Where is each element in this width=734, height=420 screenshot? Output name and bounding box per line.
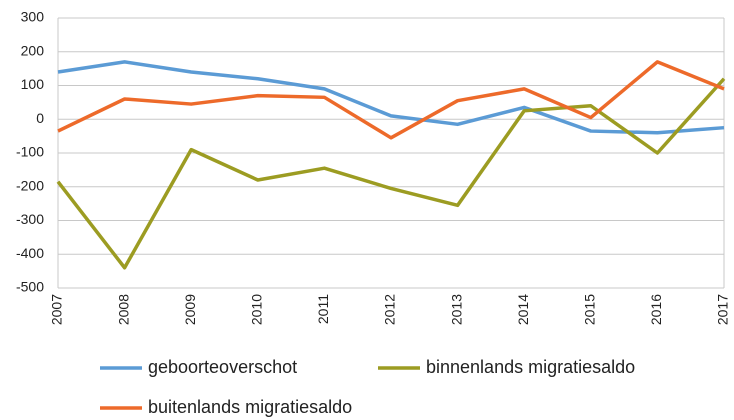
x-tick-label: 2012 [382, 294, 398, 325]
x-tick-label: 2007 [49, 294, 65, 325]
legend-label: buitenlands migratiesaldo [148, 397, 352, 417]
x-tick-label: 2015 [582, 294, 598, 325]
series-line [57, 60, 725, 140]
y-tick-label: -300 [16, 211, 44, 227]
x-tick-label: 2009 [182, 294, 198, 325]
series-line [56, 77, 726, 270]
x-tick-label: 2014 [515, 294, 531, 325]
y-tick-label: 100 [21, 76, 45, 92]
y-tick-label: -100 [16, 144, 44, 160]
y-tick-label: -500 [16, 279, 44, 295]
x-tick-label: 2008 [115, 294, 131, 325]
x-tick-label: 2016 [648, 294, 664, 325]
y-tick-label: -200 [16, 177, 44, 193]
legend-label: binnenlands migratiesaldo [426, 357, 635, 377]
y-tick-label: 200 [21, 42, 45, 58]
y-tick-label: 300 [21, 9, 45, 25]
series-line [57, 60, 725, 135]
x-tick-label: 2011 [315, 294, 331, 324]
x-tick-label: 2010 [249, 294, 265, 325]
legend-label: geboorteoverschot [148, 357, 297, 377]
y-tick-label: -400 [16, 245, 44, 261]
y-tick-label: 0 [36, 110, 44, 126]
x-tick-label: 2017 [715, 294, 731, 325]
x-tick-label: 2013 [448, 294, 464, 325]
